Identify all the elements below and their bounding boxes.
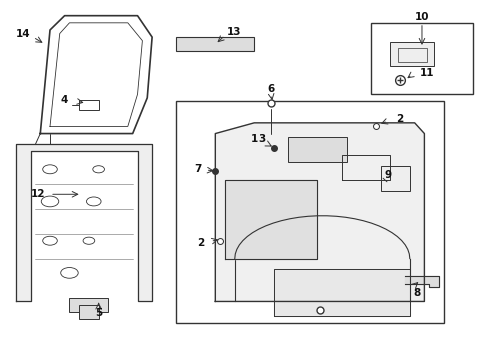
Text: 12: 12	[31, 189, 45, 199]
Text: 8: 8	[413, 288, 420, 297]
Text: 14: 14	[16, 28, 31, 39]
Bar	[69, 298, 108, 312]
Bar	[79, 305, 99, 319]
Polygon shape	[224, 180, 317, 258]
Text: 10: 10	[414, 13, 428, 22]
Text: 7: 7	[194, 164, 202, 174]
Text: 13: 13	[226, 27, 241, 37]
Text: 2: 2	[197, 238, 204, 248]
Bar	[176, 102, 443, 323]
Bar	[389, 42, 433, 66]
Bar	[79, 100, 99, 111]
Bar	[176, 37, 254, 51]
Text: 9: 9	[384, 170, 391, 180]
Text: 6: 6	[267, 84, 274, 94]
Polygon shape	[16, 144, 152, 301]
Polygon shape	[273, 269, 409, 316]
Text: 4: 4	[61, 95, 68, 105]
Bar	[370, 23, 472, 94]
Bar	[287, 137, 346, 162]
Text: 5: 5	[95, 308, 102, 318]
Polygon shape	[215, 123, 424, 301]
Bar	[380, 166, 409, 191]
Text: 1: 1	[250, 134, 257, 144]
Polygon shape	[404, 276, 438, 287]
Text: 3: 3	[257, 134, 264, 144]
Text: 2: 2	[396, 114, 403, 124]
Text: 11: 11	[419, 68, 433, 78]
Bar	[397, 48, 426, 62]
